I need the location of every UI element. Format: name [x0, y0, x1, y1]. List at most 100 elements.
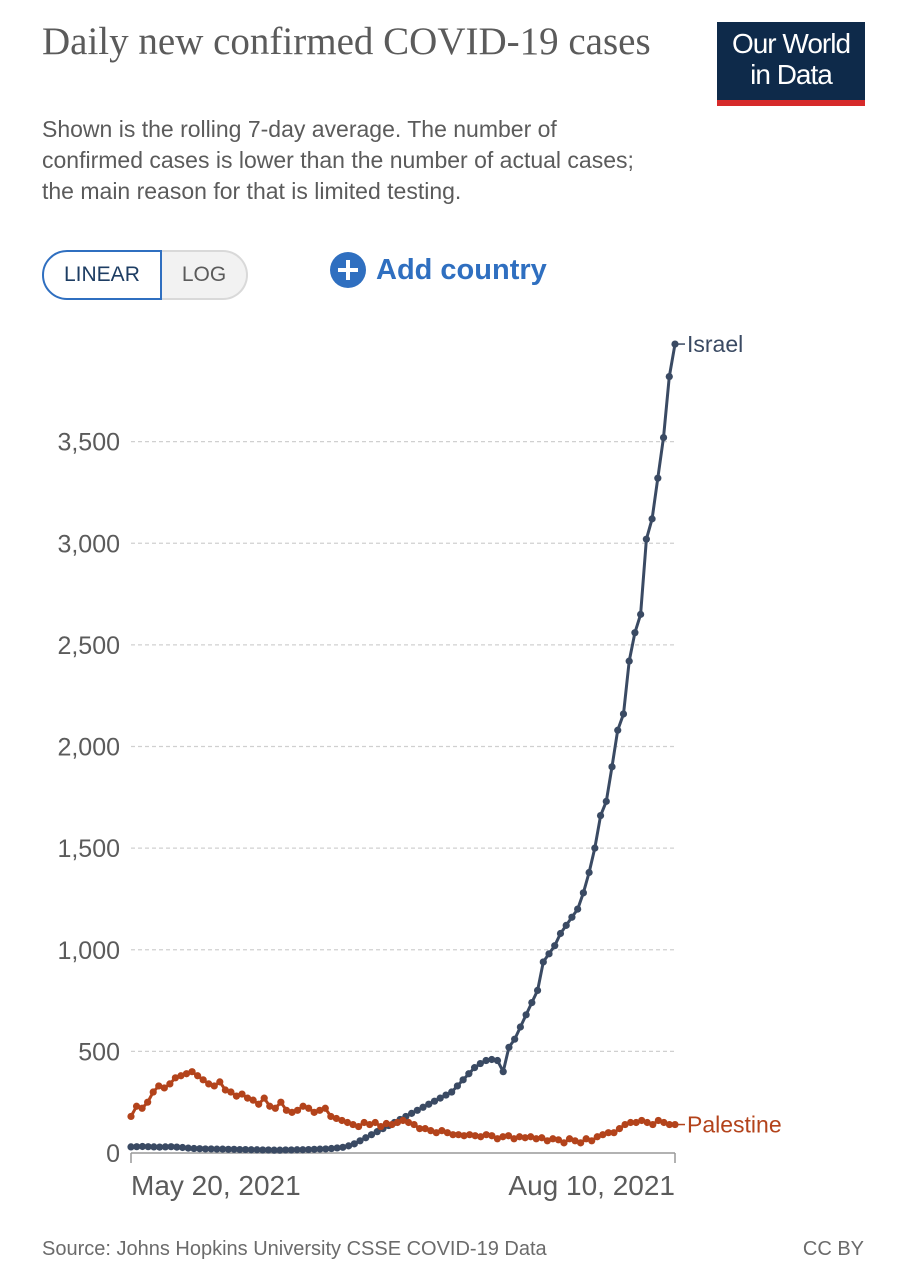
data-point-palestine[interactable]: [615, 1125, 624, 1133]
data-point-israel[interactable]: [482, 1056, 490, 1065]
data-point-israel[interactable]: [184, 1144, 192, 1152]
data-point-israel[interactable]: [270, 1146, 278, 1154]
data-point-israel[interactable]: [476, 1059, 484, 1068]
data-point-palestine[interactable]: [671, 1120, 679, 1129]
data-point-israel[interactable]: [631, 629, 639, 637]
data-point-palestine[interactable]: [171, 1074, 180, 1082]
data-point-israel[interactable]: [551, 942, 559, 950]
data-point-israel[interactable]: [654, 474, 662, 482]
data-point-israel[interactable]: [574, 905, 582, 913]
data-point-palestine[interactable]: [182, 1070, 191, 1078]
data-point-israel[interactable]: [511, 1035, 519, 1043]
data-point-israel[interactable]: [144, 1143, 152, 1151]
data-point-israel[interactable]: [133, 1143, 141, 1151]
log-scale-button[interactable]: LOG: [161, 250, 249, 300]
data-point-palestine[interactable]: [177, 1072, 185, 1080]
data-point-israel[interactable]: [533, 986, 542, 995]
data-point-palestine[interactable]: [443, 1129, 452, 1137]
data-point-palestine[interactable]: [499, 1133, 507, 1141]
data-point-palestine[interactable]: [665, 1120, 674, 1129]
data-point-palestine[interactable]: [349, 1120, 357, 1129]
data-point-israel[interactable]: [207, 1145, 215, 1153]
data-point-palestine[interactable]: [521, 1134, 529, 1142]
series-line-israel[interactable]: [130, 343, 677, 1152]
data-point-palestine[interactable]: [216, 1078, 224, 1086]
data-point-israel[interactable]: [619, 710, 628, 718]
data-point-israel[interactable]: [138, 1142, 147, 1151]
data-point-palestine[interactable]: [604, 1129, 612, 1137]
data-point-palestine[interactable]: [410, 1120, 418, 1129]
data-point-israel[interactable]: [190, 1144, 198, 1153]
data-point-israel[interactable]: [425, 1100, 433, 1108]
data-point-palestine[interactable]: [288, 1108, 296, 1116]
data-point-palestine[interactable]: [449, 1131, 457, 1139]
data-point-palestine[interactable]: [565, 1135, 574, 1143]
data-point-israel[interactable]: [293, 1146, 301, 1154]
data-point-palestine[interactable]: [194, 1072, 202, 1080]
data-point-palestine[interactable]: [327, 1112, 335, 1121]
data-point-palestine[interactable]: [577, 1139, 585, 1147]
data-point-israel[interactable]: [516, 1023, 524, 1031]
source-note[interactable]: Source: Johns Hopkins University CSSE CO…: [42, 1238, 547, 1260]
data-point-israel[interactable]: [196, 1145, 204, 1153]
data-point-palestine[interactable]: [593, 1133, 601, 1141]
data-point-israel[interactable]: [642, 535, 650, 543]
data-point-palestine[interactable]: [404, 1118, 413, 1127]
data-point-palestine[interactable]: [399, 1116, 407, 1125]
data-point-israel[interactable]: [362, 1134, 370, 1142]
data-point-palestine[interactable]: [477, 1133, 485, 1141]
owid-logo[interactable]: Our World in Data: [717, 22, 865, 106]
data-point-israel[interactable]: [213, 1145, 221, 1153]
data-point-israel[interactable]: [224, 1145, 232, 1153]
data-point-israel[interactable]: [585, 868, 593, 877]
data-point-palestine[interactable]: [255, 1100, 263, 1108]
data-point-palestine[interactable]: [626, 1118, 635, 1127]
data-point-israel[interactable]: [539, 958, 547, 966]
data-point-palestine[interactable]: [188, 1068, 196, 1076]
data-point-palestine[interactable]: [382, 1119, 390, 1128]
data-point-israel[interactable]: [345, 1142, 353, 1150]
data-point-palestine[interactable]: [510, 1135, 518, 1143]
data-point-israel[interactable]: [173, 1143, 181, 1151]
data-point-israel[interactable]: [236, 1145, 244, 1154]
data-point-palestine[interactable]: [599, 1131, 607, 1139]
data-point-palestine[interactable]: [571, 1137, 579, 1145]
data-point-palestine[interactable]: [582, 1135, 590, 1143]
data-point-israel[interactable]: [608, 763, 616, 771]
data-point-israel[interactable]: [499, 1068, 507, 1076]
data-point-israel[interactable]: [459, 1076, 467, 1084]
data-point-palestine[interactable]: [266, 1102, 274, 1110]
data-point-israel[interactable]: [350, 1140, 358, 1148]
data-point-israel[interactable]: [442, 1091, 450, 1099]
data-point-palestine[interactable]: [277, 1098, 285, 1106]
data-point-israel[interactable]: [528, 998, 536, 1007]
data-point-palestine[interactable]: [221, 1086, 229, 1094]
data-point-palestine[interactable]: [438, 1127, 446, 1135]
series-label-palestine[interactable]: Palestine: [687, 1112, 782, 1138]
data-point-israel[interactable]: [430, 1097, 439, 1105]
data-point-palestine[interactable]: [482, 1131, 490, 1139]
data-point-israel[interactable]: [665, 372, 673, 381]
data-point-palestine[interactable]: [532, 1135, 540, 1143]
data-point-israel[interactable]: [556, 929, 565, 938]
data-point-palestine[interactable]: [260, 1094, 268, 1102]
data-point-israel[interactable]: [356, 1137, 364, 1145]
data-point-israel[interactable]: [419, 1103, 427, 1111]
data-point-palestine[interactable]: [360, 1118, 368, 1127]
data-point-israel[interactable]: [367, 1131, 376, 1139]
data-point-palestine[interactable]: [554, 1136, 563, 1144]
data-point-israel[interactable]: [579, 889, 587, 897]
data-point-palestine[interactable]: [388, 1120, 396, 1129]
data-point-israel[interactable]: [201, 1145, 210, 1153]
add-country-button[interactable]: Add country: [330, 252, 547, 288]
data-point-palestine[interactable]: [466, 1131, 474, 1139]
data-point-palestine[interactable]: [393, 1118, 402, 1127]
data-point-palestine[interactable]: [293, 1106, 302, 1114]
data-point-israel[interactable]: [230, 1145, 238, 1153]
data-point-palestine[interactable]: [654, 1116, 662, 1125]
data-point-palestine[interactable]: [549, 1135, 557, 1143]
data-point-palestine[interactable]: [610, 1129, 618, 1137]
data-point-palestine[interactable]: [488, 1132, 496, 1140]
data-point-palestine[interactable]: [310, 1108, 318, 1116]
data-point-palestine[interactable]: [227, 1088, 235, 1096]
